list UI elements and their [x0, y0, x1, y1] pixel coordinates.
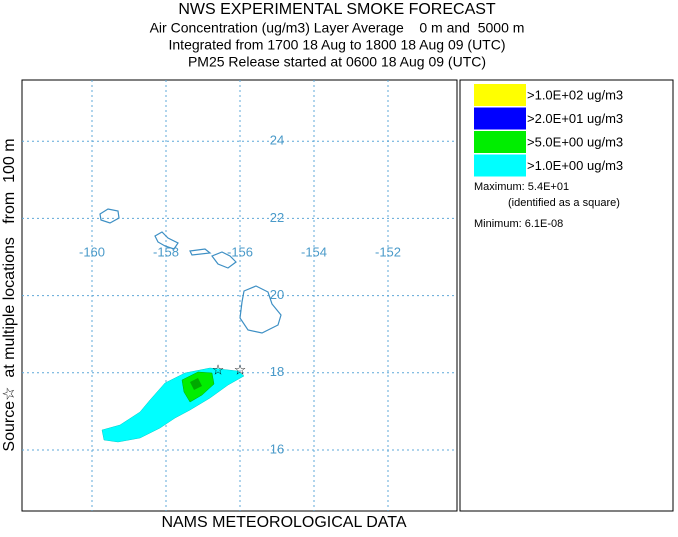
- islands: [99, 208, 282, 334]
- island: [239, 285, 282, 334]
- legend-label: >1.0E+00 ug/m3: [527, 158, 623, 173]
- subtitle: Air Concentration (ug/m3) Layer Average …: [150, 20, 525, 36]
- minimum: Minimum: 6.1E-08: [474, 218, 563, 230]
- title: NWS EXPERIMENTAL SMOKE FORECAST: [178, 1, 496, 18]
- legend: >1.0E+02 ug/m3 >2.0E+01 ug/m3 >5.0E+00 ug/…: [474, 84, 623, 177]
- island: [211, 251, 237, 269]
- lat-label: 18: [270, 364, 284, 379]
- island: [99, 208, 120, 224]
- subtitle: Integrated from 1700 18 Aug to 1800 18 A…: [169, 37, 506, 53]
- lat-label: 24: [270, 133, 284, 148]
- concentration-area: [101, 367, 245, 443]
- legend-frame: [459, 79, 674, 512]
- legend-swatch: [474, 107, 526, 130]
- source-star: ☆: [212, 362, 225, 378]
- side-label: Source☆ at multiple locations from 100 m: [1, 138, 18, 451]
- island: [154, 231, 179, 250]
- smoke-plume: ☆ ☆: [101, 362, 247, 443]
- legend-swatch: [474, 84, 526, 106]
- legend-swatch: [474, 131, 526, 153]
- maximum-note: (identified as a square): [508, 197, 620, 209]
- legend-label: >2.0E+01 ug/m3: [527, 111, 623, 126]
- lat-label: 16: [270, 441, 284, 456]
- lon-label: -152: [375, 244, 401, 259]
- legend-label: >5.0E+00 ug/m3: [527, 134, 623, 149]
- lon-label: -160: [79, 244, 105, 259]
- footer: NAMS METEOROLOGICAL DATA: [161, 514, 406, 531]
- lat-label: 20: [270, 287, 284, 302]
- source-star: ☆: [234, 362, 247, 378]
- island: [189, 248, 212, 256]
- lon-label: -156: [227, 244, 253, 259]
- lon-label: -154: [301, 244, 327, 259]
- subtitle: PM25 Release started at 0600 18 Aug 09 (…: [188, 54, 486, 70]
- lat-label: 22: [270, 210, 284, 225]
- concentration-area: [190, 378, 202, 390]
- maximum: Maximum: 5.4E+01: [474, 181, 569, 193]
- legend-label: >1.0E+02 ug/m3: [527, 87, 623, 102]
- legend-swatch: [474, 154, 526, 177]
